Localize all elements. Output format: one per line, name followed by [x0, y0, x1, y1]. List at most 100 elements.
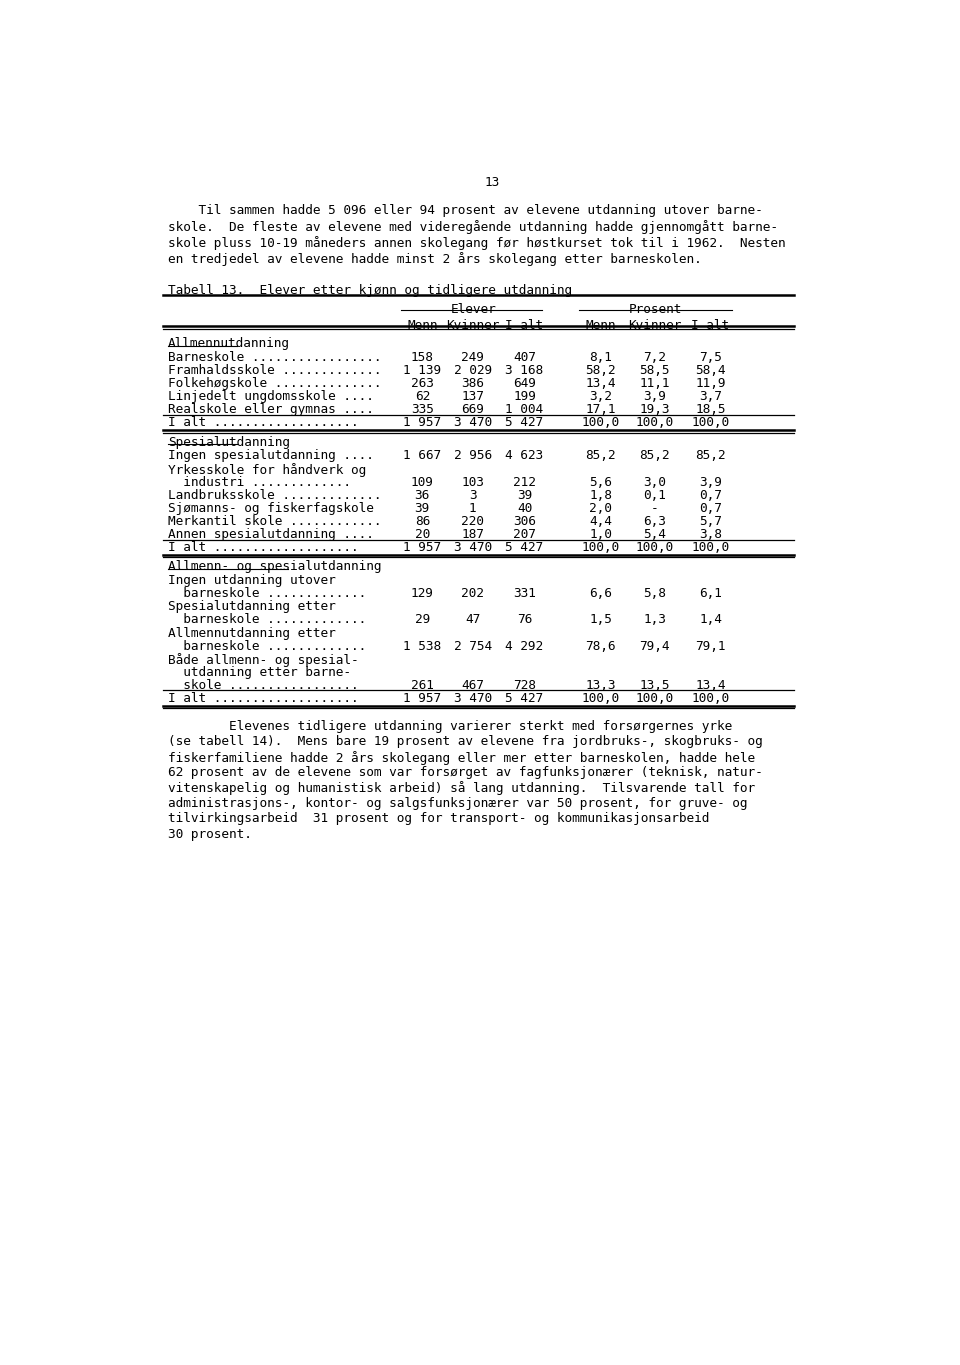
Text: 129: 129	[411, 587, 434, 601]
Text: 187: 187	[461, 528, 484, 541]
Text: Sjømanns- og fiskerfagskole: Sjømanns- og fiskerfagskole	[168, 502, 374, 515]
Text: 100,0: 100,0	[691, 416, 730, 430]
Text: I alt ...................: I alt ...................	[168, 692, 359, 704]
Text: 86: 86	[415, 515, 430, 528]
Text: skole pluss 10-19 måneders annen skolegang før høstkurset tok til i 1962.  Neste: skole pluss 10-19 måneders annen skolega…	[168, 236, 785, 250]
Text: 62: 62	[415, 390, 430, 403]
Text: 202: 202	[461, 587, 484, 601]
Text: skole .................: skole .................	[168, 678, 359, 692]
Text: 249: 249	[461, 351, 484, 364]
Text: 3 470: 3 470	[453, 692, 492, 704]
Text: 13,4: 13,4	[586, 377, 615, 390]
Text: 13,3: 13,3	[586, 678, 615, 692]
Text: 407: 407	[513, 351, 536, 364]
Text: 6,6: 6,6	[589, 587, 612, 601]
Text: 261: 261	[411, 678, 434, 692]
Text: 467: 467	[461, 678, 484, 692]
Text: 1,0: 1,0	[589, 528, 612, 541]
Text: tilvirkingsarbeid  31 prosent og for transport- og kommunikasjonsarbeid: tilvirkingsarbeid 31 prosent og for tran…	[168, 812, 709, 824]
Text: Merkantil skole ............: Merkantil skole ............	[168, 515, 381, 528]
Text: 85,2: 85,2	[639, 449, 670, 463]
Text: 158: 158	[411, 351, 434, 364]
Text: 79,4: 79,4	[639, 640, 670, 652]
Text: 1 957: 1 957	[403, 416, 442, 430]
Text: 1 004: 1 004	[506, 403, 543, 416]
Text: 5,4: 5,4	[643, 528, 666, 541]
Text: 100,0: 100,0	[636, 541, 674, 554]
Text: 8,1: 8,1	[589, 351, 612, 364]
Text: Realskole eller gymnas ....: Realskole eller gymnas ....	[168, 403, 374, 416]
Text: 78,6: 78,6	[586, 640, 615, 652]
Text: fiskerfamiliene hadde 2 års skolegang eller mer etter barneskolen, hadde hele: fiskerfamiliene hadde 2 års skolegang el…	[168, 751, 756, 764]
Text: -: -	[651, 502, 659, 515]
Text: 100,0: 100,0	[582, 416, 619, 430]
Text: 5 427: 5 427	[506, 692, 543, 704]
Text: 100,0: 100,0	[636, 692, 674, 704]
Text: 3,9: 3,9	[699, 475, 722, 489]
Text: 5,8: 5,8	[643, 587, 666, 601]
Text: 1,3: 1,3	[643, 613, 666, 627]
Text: 7,5: 7,5	[699, 351, 722, 364]
Text: Barneskole .................: Barneskole .................	[168, 351, 381, 364]
Text: 3,2: 3,2	[589, 390, 612, 403]
Text: 4,4: 4,4	[589, 515, 612, 528]
Text: 1,4: 1,4	[699, 613, 722, 627]
Text: 5,6: 5,6	[589, 475, 612, 489]
Text: 2 029: 2 029	[453, 364, 492, 377]
Text: 100,0: 100,0	[691, 692, 730, 704]
Text: utdanning etter barne-: utdanning etter barne-	[168, 666, 351, 678]
Text: 3,0: 3,0	[643, 475, 666, 489]
Text: Ingen utdanning utover: Ingen utdanning utover	[168, 575, 336, 587]
Text: 39: 39	[415, 502, 430, 515]
Text: 728: 728	[513, 678, 536, 692]
Text: 1,8: 1,8	[589, 489, 612, 502]
Text: en tredjedel av elevene hadde minst 2 års skolegang etter barneskolen.: en tredjedel av elevene hadde minst 2 år…	[168, 253, 702, 266]
Text: 40: 40	[516, 502, 532, 515]
Text: Både allmenn- og spesial-: Både allmenn- og spesial-	[168, 652, 359, 666]
Text: Ingen spesialutdanning ....: Ingen spesialutdanning ....	[168, 449, 374, 463]
Text: 11,1: 11,1	[639, 377, 670, 390]
Text: 207: 207	[513, 528, 536, 541]
Text: Framhaldsskole .............: Framhaldsskole .............	[168, 364, 381, 377]
Text: 85,2: 85,2	[586, 449, 615, 463]
Text: 3 168: 3 168	[506, 364, 543, 377]
Text: 103: 103	[461, 475, 484, 489]
Text: 1 538: 1 538	[403, 640, 442, 652]
Text: 3 470: 3 470	[453, 416, 492, 430]
Text: 6,1: 6,1	[699, 587, 722, 601]
Text: 100,0: 100,0	[582, 541, 619, 554]
Text: skole.  De fleste av elevene med videregående utdanning hadde gjennomgått barne-: skole. De fleste av elevene med videregå…	[168, 220, 778, 233]
Text: 649: 649	[513, 377, 536, 390]
Text: 17,1: 17,1	[586, 403, 615, 416]
Text: I alt ...................: I alt ...................	[168, 541, 359, 554]
Text: 58,2: 58,2	[586, 364, 615, 377]
Text: I alt: I alt	[506, 318, 543, 332]
Text: 109: 109	[411, 475, 434, 489]
Text: 3,7: 3,7	[699, 390, 722, 403]
Text: 1 139: 1 139	[403, 364, 442, 377]
Text: 6,3: 6,3	[643, 515, 666, 528]
Text: 11,9: 11,9	[695, 377, 726, 390]
Text: Landbruksskole .............: Landbruksskole .............	[168, 489, 381, 502]
Text: 100,0: 100,0	[582, 692, 619, 704]
Text: barneskole .............: barneskole .............	[168, 587, 367, 601]
Text: 47: 47	[465, 613, 480, 627]
Text: barneskole .............: barneskole .............	[168, 613, 367, 627]
Text: 58,4: 58,4	[695, 364, 726, 377]
Text: 7,2: 7,2	[643, 351, 666, 364]
Text: 331: 331	[513, 587, 536, 601]
Text: 79,1: 79,1	[695, 640, 726, 652]
Text: 220: 220	[461, 515, 484, 528]
Text: 2 956: 2 956	[453, 449, 492, 463]
Text: 386: 386	[461, 377, 484, 390]
Text: Kvinner: Kvinner	[446, 318, 499, 332]
Text: 5,7: 5,7	[699, 515, 722, 528]
Text: 335: 335	[411, 403, 434, 416]
Text: 3 470: 3 470	[453, 541, 492, 554]
Text: 1 957: 1 957	[403, 692, 442, 704]
Text: Prosent: Prosent	[629, 303, 683, 317]
Text: Menn: Menn	[586, 318, 615, 332]
Text: 100,0: 100,0	[636, 416, 674, 430]
Text: 669: 669	[461, 403, 484, 416]
Text: Kvinner: Kvinner	[628, 318, 682, 332]
